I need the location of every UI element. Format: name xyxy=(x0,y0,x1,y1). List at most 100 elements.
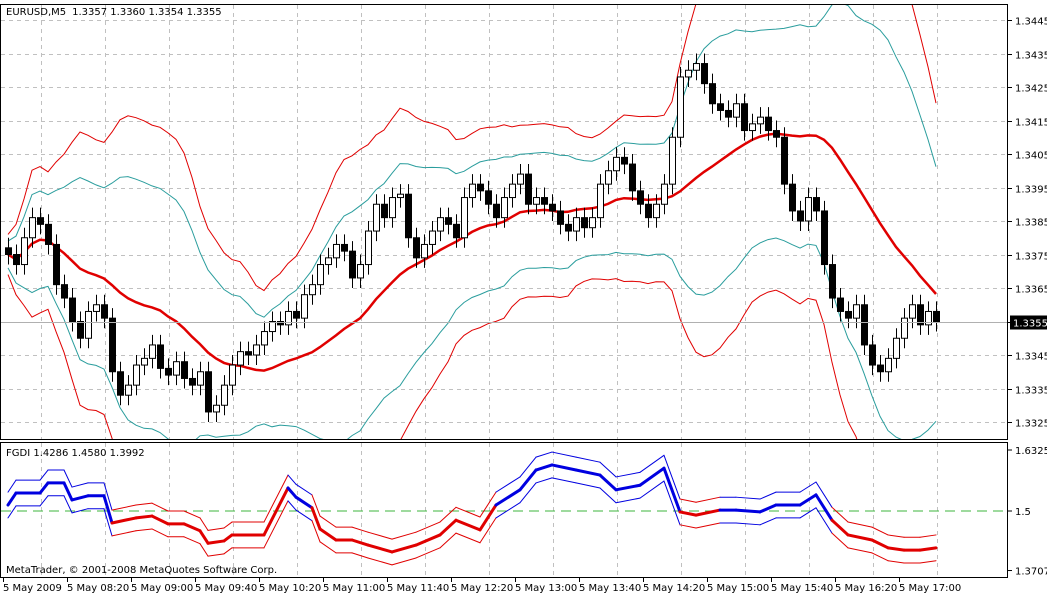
fgdi-lower-band xyxy=(831,532,849,549)
fgdi-upper-band xyxy=(735,496,761,500)
candle-bear xyxy=(5,247,12,256)
candle-bear xyxy=(549,203,556,212)
fgdi-line xyxy=(62,481,74,502)
y-tick-label: 1.3375 xyxy=(1015,252,1047,263)
candle-bear xyxy=(109,317,116,373)
fgdi-line xyxy=(262,486,290,537)
fgdi-upper-band xyxy=(663,454,681,500)
candle-bear xyxy=(773,130,780,138)
fgdi-upper-band xyxy=(311,494,321,517)
fgdi-line xyxy=(574,468,602,477)
fgdi-upper-band xyxy=(207,527,225,531)
x-tick-label: 5 May 08:20 xyxy=(67,583,129,594)
candle-bear xyxy=(493,203,500,219)
fgdi-line xyxy=(206,539,226,545)
fgdi-upper-band xyxy=(479,491,497,518)
fgdi-line xyxy=(294,495,314,510)
candle-bull xyxy=(253,344,260,356)
candle-bear xyxy=(293,310,300,319)
candle-bear xyxy=(165,367,172,376)
fgdi-lower-band xyxy=(599,487,617,504)
fgdi-lower-band xyxy=(287,500,297,511)
fgdi-lower-band xyxy=(103,508,113,537)
candle-bear xyxy=(181,361,188,379)
fgdi-upper-band xyxy=(519,456,537,478)
fgdi-lower-band xyxy=(679,524,697,529)
candle-bull xyxy=(693,63,700,71)
fgdi-upper-band xyxy=(287,474,297,485)
candle-bear xyxy=(45,223,52,245)
main-plot xyxy=(1,5,1007,439)
candle-bear xyxy=(445,217,452,225)
candle-bull xyxy=(29,217,36,239)
fgdi-line xyxy=(678,510,698,517)
candle-bear xyxy=(37,217,44,225)
fgdi-line xyxy=(438,518,458,537)
candle-bull xyxy=(685,69,692,78)
fgdi-lower-band xyxy=(551,477,577,484)
candle-bear xyxy=(61,284,68,299)
candle-bull xyxy=(237,351,244,366)
x-tick-label: 5 May 10:20 xyxy=(259,583,321,594)
copyright: MetaTrader, © 2001-2008 MetaQuotes Softw… xyxy=(6,565,277,576)
fgdi-lower-band xyxy=(887,560,905,564)
candle-bull xyxy=(429,230,436,245)
fgdi-upper-band xyxy=(495,476,521,493)
candle-bull xyxy=(853,304,860,319)
fgdi-line xyxy=(758,503,778,514)
candle-bear xyxy=(453,223,460,239)
fgdi-tick-label: 1.6325 xyxy=(1015,446,1047,457)
candle-bull xyxy=(269,321,276,333)
fgdi-line xyxy=(550,463,578,472)
grid-lines xyxy=(1,5,1007,577)
fgdi-lower-band xyxy=(367,557,393,566)
candle-bull xyxy=(653,203,660,219)
candle-bull xyxy=(805,197,812,222)
fgdi-lower-band xyxy=(639,480,665,499)
candle-bull xyxy=(389,197,396,219)
candle-bear xyxy=(789,183,796,212)
candle-bear xyxy=(525,173,532,205)
candle-bear xyxy=(709,83,716,105)
y-tick-label: 1.3415 xyxy=(1015,118,1047,129)
x-tick-label: 5 May 2009 xyxy=(3,583,62,594)
fgdi-line xyxy=(638,466,666,487)
candle-bear xyxy=(53,243,60,286)
candle-bear xyxy=(277,321,284,326)
candle-bear xyxy=(621,156,628,165)
candle-bull xyxy=(509,183,516,199)
fgdi-upper-band xyxy=(551,451,577,458)
fgdi-lower-band xyxy=(183,536,201,545)
candle-bull xyxy=(461,197,468,239)
y-tick-label: 1.3325 xyxy=(1015,419,1047,430)
fgdi-lower-band xyxy=(495,502,521,519)
fgdi-lower-band xyxy=(351,552,369,559)
candle-bear xyxy=(917,304,924,326)
fgdi-upper-band xyxy=(639,454,665,473)
outer-upper-band xyxy=(7,5,937,292)
fgdi-line xyxy=(6,491,18,507)
candle-bear xyxy=(933,310,940,323)
candle-bull xyxy=(125,384,132,396)
fgdi-line xyxy=(614,483,642,492)
fgdi-line xyxy=(102,494,114,525)
fgdi-upper-band xyxy=(415,521,441,533)
fgdi-lower-band xyxy=(919,560,937,564)
fgdi-upper-band xyxy=(183,510,201,519)
fgdi-upper-band xyxy=(887,534,905,538)
fgdi-line xyxy=(694,508,722,517)
candle-bear xyxy=(413,237,420,259)
candle-bear xyxy=(725,109,732,118)
fgdi-line xyxy=(390,543,418,554)
candle-bull xyxy=(397,193,404,199)
fgdi-upper-band xyxy=(599,461,617,478)
candle-bear xyxy=(717,103,724,111)
candle-bull xyxy=(149,344,156,359)
candle-bear xyxy=(69,297,76,322)
fgdi-lower-band xyxy=(575,482,601,489)
y-tick-label: 1.3425 xyxy=(1015,84,1047,95)
main-panel-frame xyxy=(0,4,1008,440)
candle-bull xyxy=(437,217,444,232)
fgdi-lower-band xyxy=(479,517,497,544)
